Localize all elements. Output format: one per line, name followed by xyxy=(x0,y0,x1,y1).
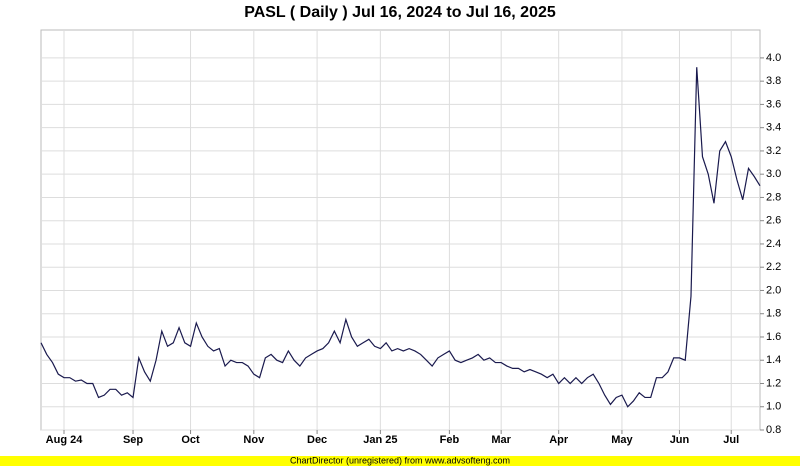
x-tick-label: Nov xyxy=(243,434,265,446)
y-tick-label: 0.8 xyxy=(766,424,781,436)
x-tick-label: Sep xyxy=(123,434,143,446)
y-tick-label: 1.4 xyxy=(766,354,781,366)
y-tick-label: 3.2 xyxy=(766,145,781,157)
footer-bar xyxy=(0,456,800,466)
y-tick-label: 3.4 xyxy=(766,122,781,134)
x-tick-label: Jan 25 xyxy=(363,434,397,446)
y-tick-label: 1.6 xyxy=(766,331,781,343)
x-tick-label: Oct xyxy=(181,434,200,446)
y-tick-label: 2.6 xyxy=(766,215,781,227)
y-tick-label: 1.2 xyxy=(766,377,781,389)
x-tick-label: Mar xyxy=(491,434,511,446)
plot-area xyxy=(40,29,761,431)
chart-title: PASL ( Daily ) Jul 16, 2024 to Jul 16, 2… xyxy=(244,4,556,21)
y-tick-label: 3.0 xyxy=(766,168,781,180)
y-tick-label: 1.0 xyxy=(766,401,781,413)
y-tick-label: 2.2 xyxy=(766,261,781,273)
y-tick-label: 4.0 xyxy=(766,52,781,64)
y-tick-label: 2.4 xyxy=(766,238,781,250)
y-tick-label: 3.6 xyxy=(766,98,781,110)
footer: ChartDirector (unregistered) from www.ad… xyxy=(290,455,510,465)
x-tick-label: Aug 24 xyxy=(46,434,84,446)
price-line xyxy=(40,67,761,408)
y-tick-label: 1.8 xyxy=(766,308,781,320)
y-tick-label: 2.0 xyxy=(766,284,781,296)
x-tick-label: Apr xyxy=(549,434,569,446)
y-tick-label: 2.8 xyxy=(766,191,781,203)
x-tick-label: Dec xyxy=(307,434,327,446)
y-tick-label: 3.8 xyxy=(766,75,781,87)
x-tick-label: Feb xyxy=(440,434,460,446)
x-tick-label: Jul xyxy=(723,434,739,446)
x-tick-label: May xyxy=(611,434,633,446)
x-tick-label: Jun xyxy=(670,434,690,446)
